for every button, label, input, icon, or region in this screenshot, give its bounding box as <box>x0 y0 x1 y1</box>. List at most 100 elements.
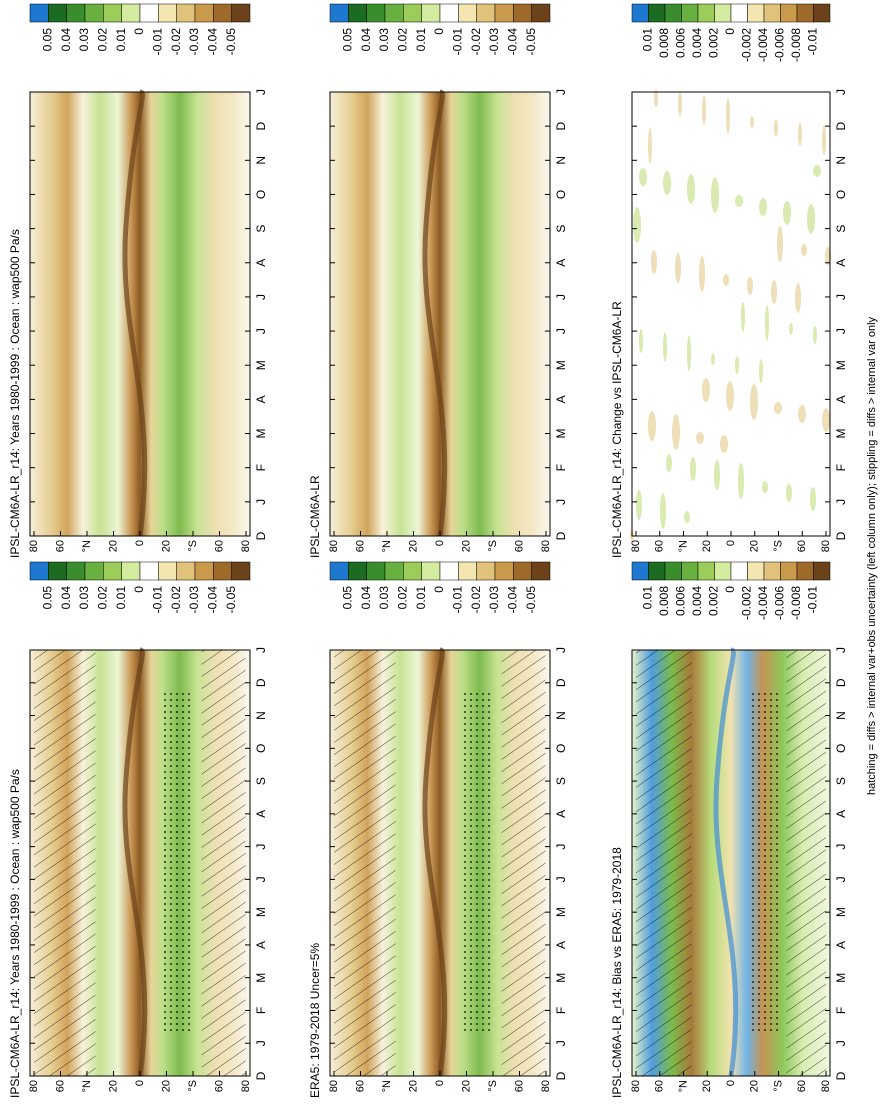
colorbar-label: 0.01 <box>641 586 655 610</box>
colorbar-label: 0.01 <box>641 28 655 52</box>
month-label: J <box>554 844 568 850</box>
colorbar-label: -0.02 <box>169 586 183 614</box>
month-label: F <box>554 1007 568 1014</box>
panel: IPSL-CM6A-LR 80 60 °N 20 0 20 °S 60 80DJFMAMJJASO… <box>308 3 568 558</box>
field-blob <box>702 95 706 125</box>
panel: IPSL-CM6A-LR_r14: Years 1980-1999 : Ocea… <box>8 3 268 558</box>
month-label: M <box>834 429 848 439</box>
month-label: S <box>254 225 268 233</box>
field-blob <box>672 414 680 450</box>
month-label: D <box>554 531 568 540</box>
lat-label: °S <box>772 540 784 552</box>
colorbar-box <box>796 561 814 581</box>
field-blob <box>723 274 729 286</box>
field-blob <box>813 326 817 344</box>
colorbar-label: -0.006 <box>773 28 787 62</box>
field-blob <box>633 207 641 243</box>
month-label: J <box>834 328 848 334</box>
field-blob <box>822 408 830 432</box>
month-label: A <box>254 259 268 267</box>
lat-label: 60 <box>796 1080 808 1092</box>
field-blob <box>801 244 807 256</box>
hatching <box>786 650 827 1076</box>
month-label: A <box>254 395 268 403</box>
colorbar-box <box>813 3 831 23</box>
panel-title: ERA5: 1979-2018 Uncer=5% <box>308 943 322 1098</box>
field-blob <box>648 411 656 441</box>
panel: IPSL-CM6A-LR_r14: Bias vs ERA5: 1979-201… <box>610 561 848 1098</box>
field-blob <box>807 204 815 234</box>
colorbar-box <box>66 561 86 581</box>
colorbar-box <box>681 561 699 581</box>
field-blob <box>639 329 643 353</box>
colorbar-label: -0.004 <box>756 28 770 62</box>
colorbar-box <box>513 561 532 581</box>
colorbar-box <box>681 3 699 23</box>
colorbar-box <box>631 561 649 581</box>
colorbar-label: 0.05 <box>41 28 55 52</box>
colorbar-label: -0.006 <box>773 586 787 620</box>
colorbar-box <box>48 3 67 23</box>
colorbar-label: 0.02 <box>396 28 410 52</box>
lat-label: 20 <box>107 540 119 552</box>
colorbar-label: 0 <box>723 586 737 593</box>
colorbar-label: 0 <box>132 586 146 593</box>
colorbar-box <box>348 561 367 581</box>
colorbar-box <box>121 561 141 581</box>
colorbar-box <box>664 3 682 23</box>
lat-label: 60 <box>213 540 225 552</box>
month-label: N <box>254 156 268 165</box>
lat-label: 20 <box>749 540 761 552</box>
hatching <box>201 650 246 1076</box>
month-label: F <box>554 464 568 471</box>
month-label: J <box>554 499 568 505</box>
colorbar-box <box>714 3 732 23</box>
month-label: J <box>254 328 268 334</box>
field-blob <box>711 177 719 213</box>
colorbar-box <box>384 561 404 581</box>
field-blob <box>702 378 710 402</box>
month-label: O <box>834 190 848 199</box>
hatching <box>636 650 692 1076</box>
colorbar-label: -0.008 <box>789 586 803 620</box>
colorbar-box <box>796 3 814 23</box>
colorbar-label: 0 <box>723 28 737 35</box>
hatching <box>501 650 546 1076</box>
field-blob <box>735 356 739 374</box>
colorbar-box <box>66 3 86 23</box>
month-label: A <box>834 395 848 403</box>
colorbar-box <box>648 561 666 581</box>
colorbar-box <box>747 3 765 23</box>
field-blob <box>777 226 783 262</box>
colorbar-box <box>139 561 159 581</box>
colorbar-box <box>780 3 798 23</box>
colorbar-box <box>531 561 551 581</box>
lat-label: 0 <box>134 1080 146 1086</box>
colorbar-box <box>84 561 104 581</box>
field-blob <box>696 432 704 444</box>
lat-label: 80 <box>28 1080 40 1092</box>
field-blob <box>774 402 782 414</box>
month-label: A <box>554 810 568 818</box>
colorbar-label: 0.03 <box>77 28 91 52</box>
colorbar-label: 0.002 <box>707 28 721 58</box>
stippling <box>462 692 493 1034</box>
month-label: J <box>254 294 268 300</box>
colorbar-label: 0 <box>432 28 446 35</box>
colorbar-label: -0.04 <box>506 586 520 614</box>
colorbar-box <box>29 3 49 23</box>
lat-label: 60 <box>796 540 808 552</box>
field <box>30 92 250 536</box>
lat-label: °S <box>487 540 499 552</box>
lat-label: °N <box>81 1080 93 1092</box>
colorbar-box <box>763 561 781 581</box>
lat-label: 0 <box>725 540 737 546</box>
lat-label: 20 <box>460 1080 472 1092</box>
colorbar-label: -0.01 <box>151 586 165 614</box>
colorbar-label: -0.02 <box>169 28 183 56</box>
stippling <box>162 692 193 1034</box>
colorbar-box <box>158 561 177 581</box>
panel: ERA5: 1979-2018 Uncer=5% 80 60 °N 20 0 20 °S 60 8… <box>308 561 568 1098</box>
field-blob <box>687 335 691 371</box>
